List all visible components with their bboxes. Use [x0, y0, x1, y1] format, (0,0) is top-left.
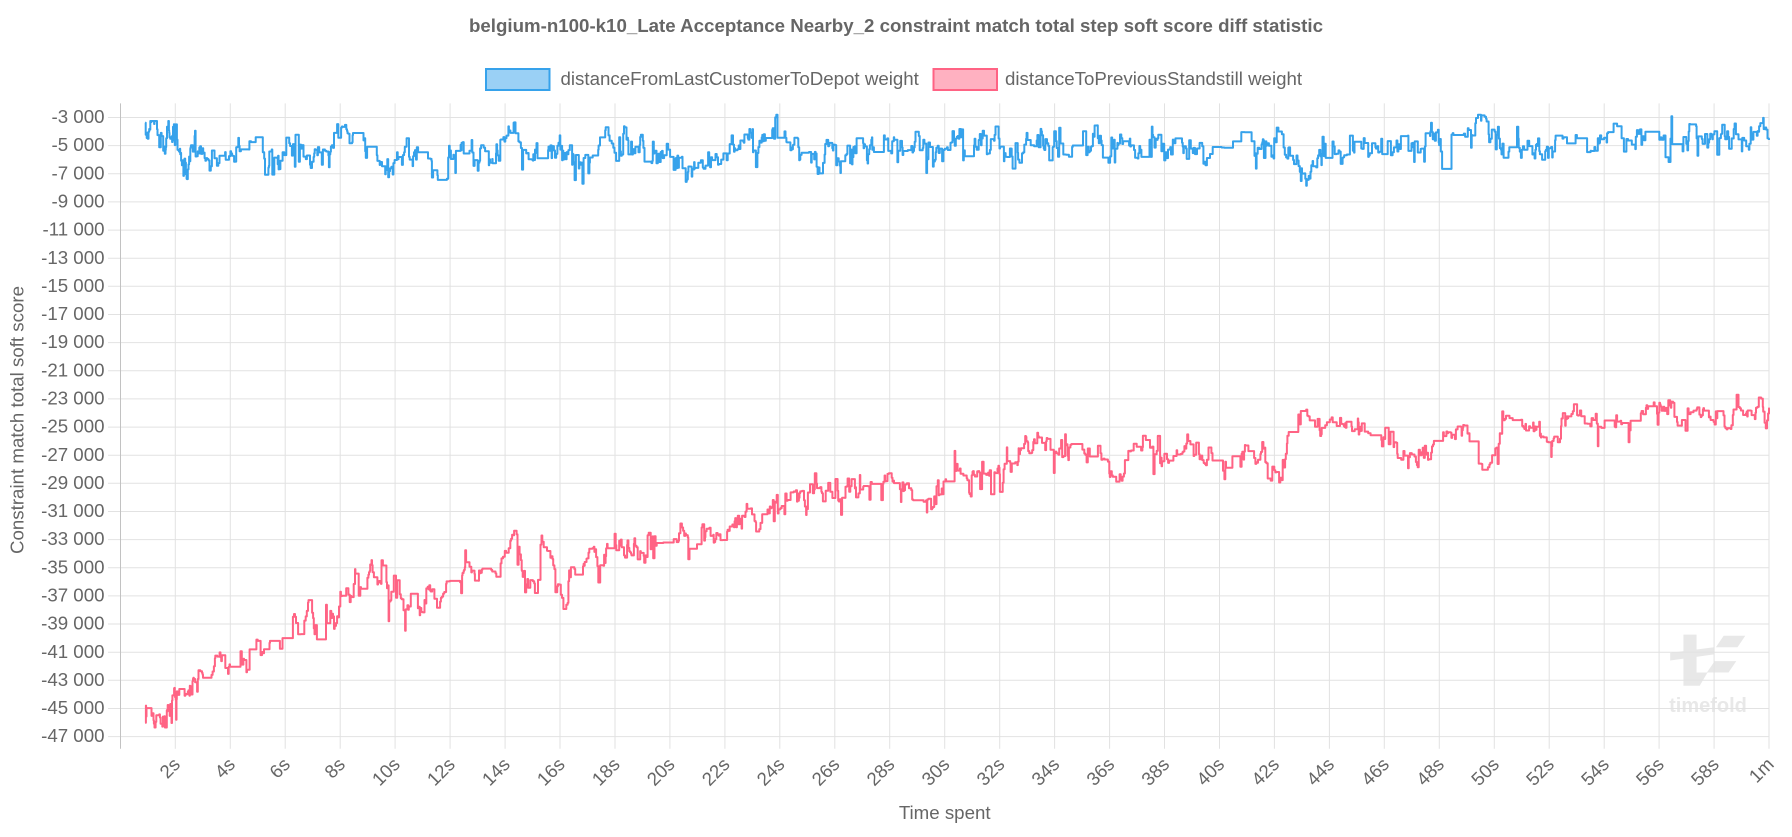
- svg-text:-25 000: -25 000: [41, 416, 104, 437]
- svg-text:-19 000: -19 000: [41, 331, 104, 352]
- svg-text:-13 000: -13 000: [41, 247, 104, 268]
- svg-text:belgium-n100-k10_Late Acceptan: belgium-n100-k10_Late Acceptance Nearby_…: [469, 15, 1323, 36]
- svg-text:Time spent: Time spent: [899, 802, 992, 823]
- svg-text:-31 000: -31 000: [41, 500, 104, 521]
- svg-text:distanceFromLastCustomerToDepo: distanceFromLastCustomerToDepot weight: [561, 68, 920, 89]
- svg-text:-27 000: -27 000: [41, 444, 104, 465]
- svg-text:-21 000: -21 000: [41, 359, 104, 380]
- svg-text:-11 000: -11 000: [43, 219, 105, 240]
- svg-text:-9 000: -9 000: [52, 191, 105, 212]
- svg-text:-45 000: -45 000: [41, 697, 104, 718]
- svg-text:-29 000: -29 000: [41, 472, 104, 493]
- svg-text:Constraint match total soft sc: Constraint match total soft score: [7, 286, 28, 554]
- svg-text:-7 000: -7 000: [52, 162, 105, 183]
- svg-text:-33 000: -33 000: [41, 528, 104, 549]
- svg-text:-15 000: -15 000: [41, 275, 104, 296]
- svg-text:distanceToPreviousStandstill w: distanceToPreviousStandstill weight: [1005, 68, 1303, 89]
- svg-text:-5 000: -5 000: [52, 134, 105, 155]
- svg-text:-35 000: -35 000: [41, 556, 104, 577]
- svg-text:-23 000: -23 000: [41, 388, 104, 409]
- svg-text:-17 000: -17 000: [41, 303, 104, 324]
- svg-text:-41 000: -41 000: [41, 641, 104, 662]
- svg-text:-3 000: -3 000: [52, 106, 105, 127]
- svg-text:timefold: timefold: [1669, 695, 1747, 717]
- svg-text:-37 000: -37 000: [41, 585, 104, 606]
- svg-text:-43 000: -43 000: [41, 669, 104, 690]
- svg-text:-39 000: -39 000: [41, 613, 104, 634]
- svg-text:-47 000: -47 000: [41, 725, 104, 746]
